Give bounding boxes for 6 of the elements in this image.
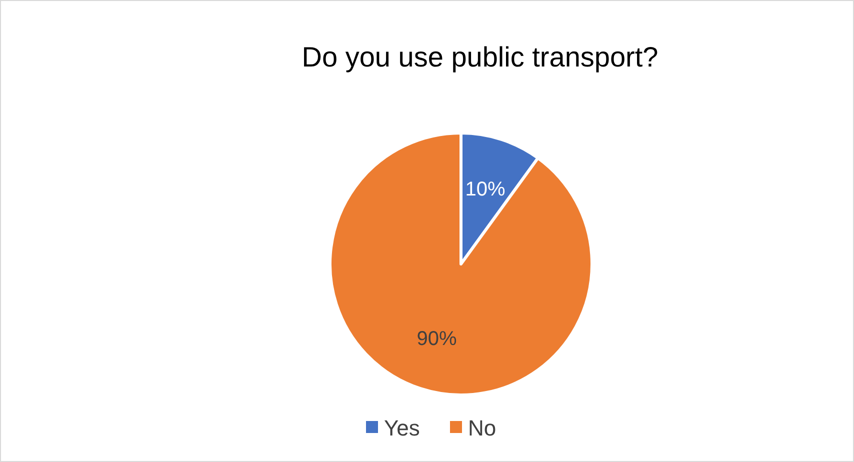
data-label: 10% [465,178,506,200]
chart-title: Do you use public transport? [302,42,658,72]
data-label: 90% [416,328,457,350]
pie-slice [328,132,594,396]
legend-label: No [468,416,496,440]
legend-label: Yes [384,416,420,440]
